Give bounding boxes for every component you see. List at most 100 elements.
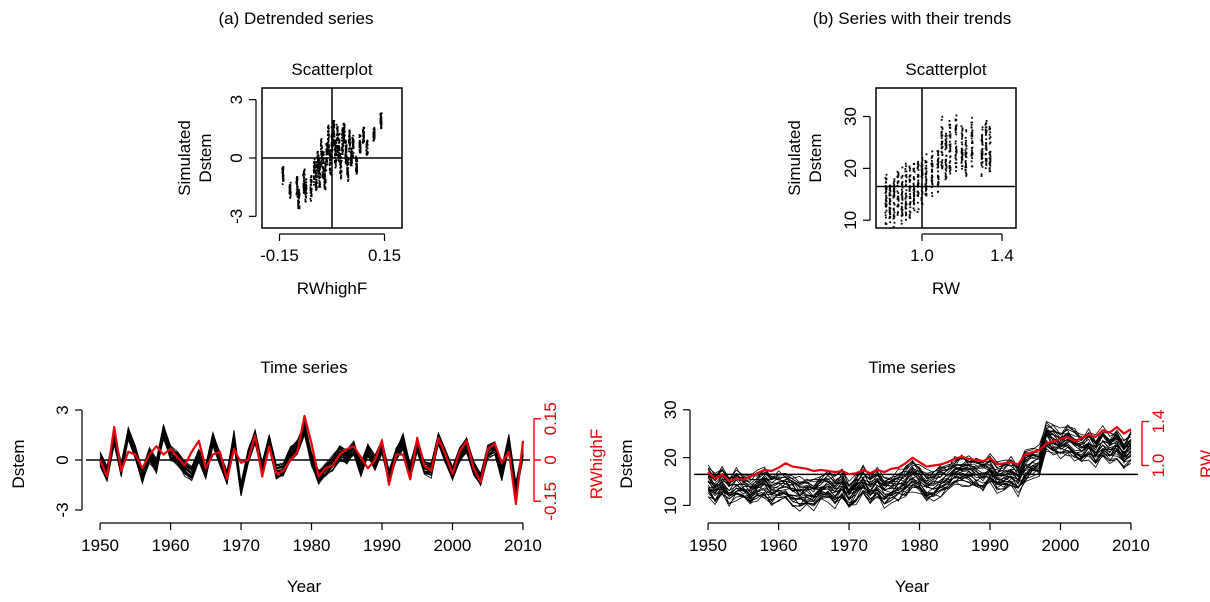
scatter-point (988, 133, 991, 136)
scatter-point (989, 159, 992, 162)
scatter-point (380, 116, 383, 119)
scatter-point (338, 152, 340, 154)
scatter-point (940, 163, 943, 166)
scatter-point (297, 202, 300, 205)
scatter-point (332, 121, 335, 124)
scatter-point (319, 185, 322, 188)
scatter-point (350, 162, 352, 165)
scatter-point (913, 203, 916, 206)
x-tick-label: 2010 (504, 536, 542, 555)
scatter-point (302, 185, 305, 188)
scatter-point (961, 127, 964, 130)
scatter-point (937, 151, 940, 154)
scatter-point (316, 164, 319, 167)
scatter-point (321, 176, 324, 178)
scatter-point (912, 176, 915, 178)
scatter-point (329, 154, 332, 157)
scatter-point (309, 197, 312, 200)
scatter-point (913, 199, 915, 202)
scatter-point (324, 166, 327, 169)
scatter-point (949, 160, 952, 163)
scatter-point (317, 166, 319, 169)
scatter-point (893, 178, 896, 181)
scatter-point (338, 148, 340, 151)
scatter-point (900, 202, 903, 205)
scatter-point (989, 131, 992, 134)
scatter-point (965, 172, 968, 175)
scatter-point (342, 149, 345, 152)
scatter-point (944, 178, 947, 181)
scatter-point (362, 131, 364, 133)
scatter-point (884, 216, 887, 219)
scatter-point (349, 161, 352, 164)
scatter-point (916, 194, 919, 197)
scatter-point (351, 136, 354, 139)
scatter-point (912, 177, 915, 180)
scatter-point (303, 173, 306, 176)
right-tick-label: 1.0 (1149, 454, 1168, 478)
scatter-point (909, 203, 912, 206)
scatter-point (981, 133, 984, 136)
scatter-point (289, 197, 291, 199)
scatter-point (334, 144, 336, 146)
scatter-point (282, 177, 285, 179)
scatter-point (343, 131, 345, 133)
scatter-point (924, 193, 927, 196)
scatter-point (318, 170, 321, 172)
scatter-point (909, 193, 911, 195)
timeseries-a-y-axis: -3 0 3 (53, 405, 83, 518)
scatter-point (989, 164, 992, 167)
scatter-point (281, 183, 284, 186)
scatter-point (365, 143, 368, 146)
scatter-point (330, 153, 333, 155)
scatter-point (925, 172, 928, 174)
scatter-point (359, 147, 362, 150)
scatter-point (335, 137, 338, 140)
scatter-point (909, 195, 912, 198)
scatter-point (971, 116, 974, 119)
scatter-point (941, 159, 944, 162)
scatter-point (960, 137, 963, 140)
scatter-point (363, 136, 365, 139)
scatter-point (336, 151, 339, 153)
observed-series-line (707, 425, 1132, 482)
scatter-point (318, 179, 321, 182)
scatter-point (327, 151, 330, 154)
scatter-point (944, 172, 947, 175)
scatter-point (355, 159, 358, 162)
scatter-point (348, 134, 351, 137)
scatter-point (349, 159, 352, 162)
scatter-point (920, 175, 923, 178)
x-tick-label: 1950 (689, 536, 727, 555)
scatter-point (310, 191, 312, 194)
scatter-point (327, 147, 329, 150)
scatter-point (949, 172, 952, 175)
scatter-point (344, 161, 347, 163)
scatter-point (352, 134, 355, 137)
scatter-point (985, 162, 988, 165)
scatter-point (345, 147, 348, 150)
scatter-point (949, 147, 952, 150)
scatter-point (289, 193, 292, 195)
scatter-point (323, 180, 326, 183)
scatter-point (960, 141, 963, 144)
scatter-point (964, 166, 967, 169)
scatter-point (337, 136, 339, 139)
scatter-point (380, 121, 382, 124)
scatter-point (901, 182, 903, 184)
scatter-point (365, 153, 368, 156)
scatter-point (297, 205, 300, 208)
scatter-point (326, 152, 328, 155)
scatter-point (921, 191, 924, 193)
scatter-point (901, 190, 904, 193)
scatter-point (298, 191, 300, 194)
scatter-point (955, 133, 958, 136)
scatter-point (944, 168, 947, 171)
scatter-point (940, 126, 943, 128)
scatter-point (937, 162, 940, 164)
scatter-point (937, 181, 940, 184)
scatter-point (331, 156, 334, 159)
scatter-point (321, 152, 324, 155)
scatter-point (309, 188, 312, 191)
scatter-point (981, 148, 984, 150)
